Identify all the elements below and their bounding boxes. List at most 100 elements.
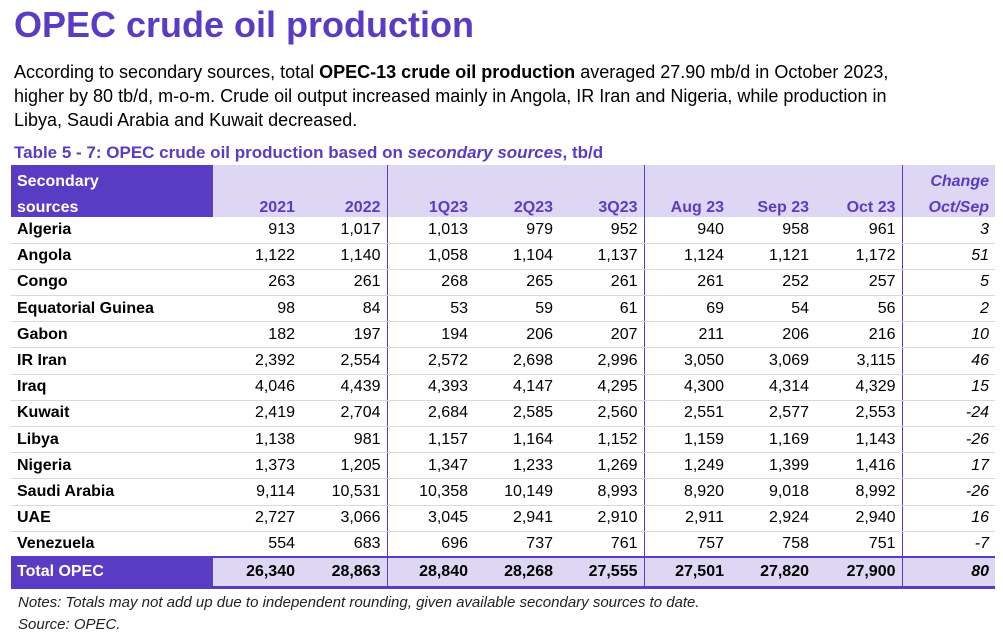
table-footer: Total OPEC 26,340 28,863 28,840 28,268 27,55… (11, 556, 995, 589)
table-cell: 4,295 (559, 374, 645, 401)
intro-text: averaged 27.90 mb/d in October 2023, (575, 62, 889, 82)
table-cell: 1,152 (559, 426, 645, 454)
table-cell: 59 (474, 295, 559, 323)
table-row: Algeria 913 1,017 1,013 979 952 940 958 961 3 (11, 217, 995, 244)
table-cell: 61 (559, 295, 645, 323)
country-name: UAE (11, 505, 213, 532)
country-name: Algeria (11, 217, 213, 244)
table-cell: 979 (474, 217, 559, 244)
total-cell: 27,900 (815, 556, 903, 589)
production-table: Secondary Change sources 2021 2022 1Q23 2Q2… (11, 165, 995, 589)
change-cell: 46 (902, 347, 995, 375)
table-cell: 4,046 (213, 374, 301, 401)
table-cell: 2,727 (213, 505, 301, 532)
country-name: IR Iran (11, 347, 213, 375)
table-row: IR Iran 2,392 2,554 2,572 2,698 2,996 3,050 3,0… (11, 347, 995, 375)
country-name: Saudi Arabia (11, 478, 213, 506)
table-cell: 958 (730, 217, 815, 244)
change-cell: 15 (902, 374, 995, 401)
table-cell: 1,143 (815, 426, 903, 454)
table-cell: 2,698 (474, 347, 559, 375)
table-cell: 2,940 (815, 505, 903, 532)
table-row: Saudi Arabia 9,114 10,531 10,358 10,149 8,993… (11, 478, 995, 506)
table-cell: 913 (213, 217, 301, 244)
table-cell: 981 (301, 426, 388, 454)
header-secondary-sources: Secondary (11, 165, 213, 191)
table-cell: 2,392 (213, 347, 301, 375)
caption-italic-text: secondary sources (407, 143, 563, 162)
table-cell: 2,941 (474, 505, 559, 532)
table-cell: 1,013 (387, 217, 474, 244)
header-spacer (815, 165, 903, 191)
caption-text: Table 5 - 7: OPEC crude oil production b… (14, 143, 408, 162)
table-cell: 2,577 (730, 400, 815, 428)
table-cell: 2,910 (559, 505, 645, 532)
column-header: 1Q23 (387, 191, 474, 217)
column-header: 2022 (301, 191, 388, 217)
intro-line-3: Libya, Saudi Arabia and Kuwait decreased… (14, 110, 358, 130)
table-cell: 268 (387, 269, 474, 297)
table-cell: 1,249 (644, 452, 730, 480)
table-cell: 1,058 (387, 243, 474, 270)
total-row: Total OPEC 26,340 28,863 28,840 28,268 27,55… (11, 556, 995, 589)
table-cell: 1,233 (474, 452, 559, 480)
column-header: 2Q23 (474, 191, 559, 217)
table-cell: 1,157 (387, 426, 474, 454)
total-label: Total OPEC (11, 556, 213, 589)
table-cell: 216 (815, 321, 903, 349)
table-cell: 263 (213, 269, 301, 297)
table-cell: 758 (730, 531, 815, 558)
table-cell: 261 (559, 269, 645, 297)
table-cell: 8,992 (815, 478, 903, 506)
change-cell: 16 (902, 505, 995, 532)
table-cell: 194 (387, 321, 474, 349)
table-row: UAE 2,727 3,066 3,045 2,941 2,910 2,911 2,924 2,… (11, 505, 995, 532)
column-header: 3Q23 (559, 191, 645, 217)
total-cell: 28,863 (301, 556, 388, 589)
table-cell: 211 (644, 321, 730, 349)
header-change-period: Oct/Sep (902, 191, 995, 217)
table-cell: 8,920 (644, 478, 730, 506)
table-row: Angola 1,122 1,140 1,058 1,104 1,137 1,124 1,12… (11, 243, 995, 270)
table-cell: 1,122 (213, 243, 301, 270)
table-row: Equatorial Guinea 98 84 53 59 61 69 54 56 2 (11, 295, 995, 323)
table-cell: 9,114 (213, 478, 301, 506)
page-title: OPEC crude oil production (14, 4, 475, 45)
table-cell: 2,419 (213, 400, 301, 428)
change-cell: 3 (902, 217, 995, 244)
table-cell: 257 (815, 269, 903, 297)
header-sources: sources (11, 191, 213, 217)
country-name: Libya (11, 426, 213, 454)
change-cell: 5 (902, 269, 995, 297)
table-cell: 56 (815, 295, 903, 323)
table-cell: 10,531 (301, 478, 388, 506)
table-notes: Notes: Totals may not add up due to inde… (18, 592, 700, 636)
table-caption: Table 5 - 7: OPEC crude oil production b… (14, 143, 603, 163)
table-cell: 1,169 (730, 426, 815, 454)
table-cell: 1,205 (301, 452, 388, 480)
table-row: Congo 263 261 268 265 261 261 252 257 5 (11, 269, 995, 297)
table-cell: 952 (559, 217, 645, 244)
table-cell: 10,149 (474, 478, 559, 506)
header-spacer (730, 165, 815, 191)
header-change: Change (902, 165, 995, 191)
table-cell: 3,050 (644, 347, 730, 375)
table-cell: 2,551 (644, 400, 730, 428)
notes-line: Notes: Totals may not add up due to inde… (18, 594, 700, 611)
table-cell: 207 (559, 321, 645, 349)
table-cell: 1,416 (815, 452, 903, 480)
header-spacer (559, 165, 645, 191)
table-cell: 9,018 (730, 478, 815, 506)
table-cell: 554 (213, 531, 301, 558)
table-cell: 53 (387, 295, 474, 323)
total-cell: 28,840 (387, 556, 474, 589)
country-name: Gabon (11, 321, 213, 349)
table-cell: 1,121 (730, 243, 815, 270)
caption-text: , tb/d (562, 143, 604, 162)
table-cell: 961 (815, 217, 903, 244)
table-cell: 2,996 (559, 347, 645, 375)
table-cell: 2,684 (387, 400, 474, 428)
table-cell: 197 (301, 321, 388, 349)
table-cell: 69 (644, 295, 730, 323)
table-row: Libya 1,138 981 1,157 1,164 1,152 1,159 1,169 1,… (11, 426, 995, 454)
